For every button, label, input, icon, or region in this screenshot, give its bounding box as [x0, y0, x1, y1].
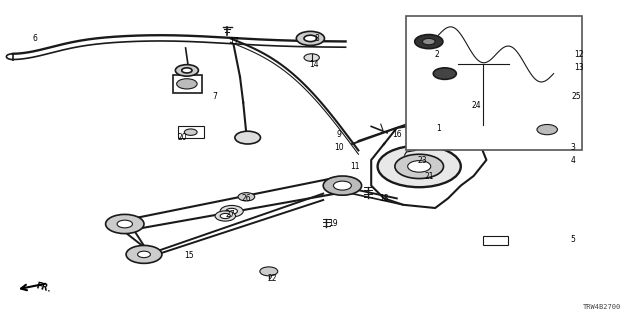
Circle shape: [175, 65, 198, 76]
Text: 16: 16: [392, 130, 402, 139]
Text: 26: 26: [241, 194, 252, 203]
Text: 24: 24: [472, 101, 482, 110]
Circle shape: [378, 146, 461, 187]
Text: 22: 22: [268, 274, 276, 283]
Text: 21: 21: [424, 172, 433, 180]
Text: 19: 19: [328, 220, 338, 228]
Text: 15: 15: [184, 252, 194, 260]
Circle shape: [422, 38, 435, 45]
Text: 10: 10: [334, 143, 344, 152]
Text: 7: 7: [212, 92, 217, 100]
Circle shape: [296, 31, 324, 45]
Circle shape: [395, 154, 444, 179]
Bar: [483, 236, 508, 245]
Circle shape: [415, 35, 443, 49]
Text: 1: 1: [436, 124, 441, 132]
Circle shape: [238, 193, 255, 201]
Text: 14: 14: [308, 60, 319, 68]
Text: 3: 3: [570, 143, 575, 152]
Circle shape: [106, 214, 144, 234]
Text: 18: 18: [380, 194, 388, 203]
Bar: [406, 16, 582, 150]
Text: FR.: FR.: [35, 281, 52, 294]
Circle shape: [235, 131, 260, 144]
Text: 5: 5: [570, 236, 575, 244]
Text: 25: 25: [571, 92, 581, 100]
Text: 17: 17: [228, 37, 239, 46]
Circle shape: [215, 211, 236, 221]
Circle shape: [408, 161, 431, 172]
Text: TRW4B2700: TRW4B2700: [582, 304, 621, 310]
Circle shape: [220, 213, 230, 219]
Circle shape: [138, 251, 150, 258]
Text: 4: 4: [570, 156, 575, 164]
Text: 23: 23: [417, 156, 428, 164]
Text: 11: 11: [351, 162, 360, 171]
Text: 9: 9: [337, 130, 342, 139]
Text: 6: 6: [33, 34, 38, 43]
Circle shape: [226, 208, 237, 214]
Bar: [178, 126, 204, 138]
Bar: [173, 75, 202, 93]
Circle shape: [304, 35, 317, 42]
Circle shape: [184, 129, 197, 135]
Text: 27: 27: [225, 210, 236, 219]
Text: 20: 20: [177, 133, 188, 142]
Circle shape: [220, 205, 243, 217]
Circle shape: [537, 124, 557, 135]
Circle shape: [117, 220, 132, 228]
Text: 13: 13: [574, 63, 584, 72]
Circle shape: [177, 79, 197, 89]
Circle shape: [304, 54, 319, 61]
Text: 2: 2: [434, 50, 439, 59]
Circle shape: [333, 181, 351, 190]
Text: 12: 12: [575, 50, 584, 59]
Circle shape: [433, 68, 456, 79]
Circle shape: [407, 139, 422, 146]
Circle shape: [323, 176, 362, 195]
Text: 8: 8: [314, 34, 319, 43]
Circle shape: [260, 267, 278, 276]
Circle shape: [182, 68, 192, 73]
Circle shape: [126, 245, 162, 263]
